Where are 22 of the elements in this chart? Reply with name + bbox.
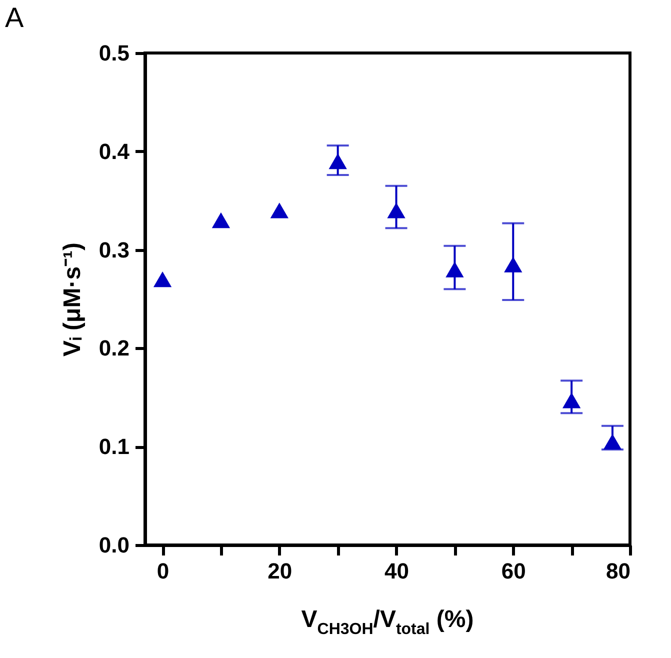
- y-tick-label: 0.5: [98, 40, 130, 66]
- x-tick-label: 0: [156, 558, 170, 584]
- point: [504, 256, 522, 272]
- x-tick-label: 80: [606, 558, 630, 584]
- point: [328, 153, 347, 170]
- y-tick-label: 0.2: [98, 336, 130, 361]
- text: A: [5, 2, 24, 33]
- point: [603, 434, 622, 450]
- y-tick-label: 0.4: [98, 138, 130, 164]
- x-tick-label: 40: [384, 558, 410, 584]
- y-tick-label: 0.3: [98, 237, 130, 262]
- point: [562, 392, 581, 408]
- x-tick-label: 20: [268, 558, 292, 584]
- point: [387, 202, 406, 218]
- y-tick-label: 0.0: [98, 532, 130, 558]
- x-tick-label: 60: [501, 558, 526, 584]
- point: [153, 271, 172, 288]
- point: [446, 262, 464, 278]
- point: [270, 202, 288, 218]
- point: [212, 212, 230, 228]
- y-tick-label: 0.1: [98, 434, 130, 460]
- y-axis-title: Vᵢ (μM·s⁻¹): [58, 242, 86, 357]
